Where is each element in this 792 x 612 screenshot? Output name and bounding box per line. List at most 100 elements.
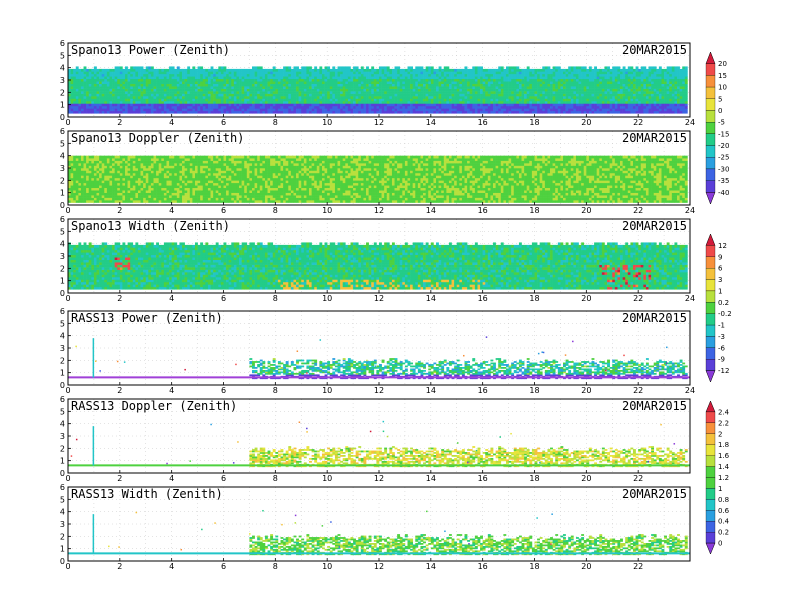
heatmap-cell xyxy=(293,71,296,74)
heatmap-cell xyxy=(102,89,105,92)
heatmap-cell xyxy=(661,111,664,114)
heatmap-cell xyxy=(304,101,307,104)
heatmap-cell xyxy=(252,76,255,79)
heatmap-cell xyxy=(366,86,369,89)
heatmap-cell xyxy=(682,89,685,92)
heatmap-cell xyxy=(107,188,110,191)
x-tick-label: 14 xyxy=(426,118,436,127)
heatmap-cell xyxy=(472,81,475,84)
heatmap-cell xyxy=(345,74,348,77)
heatmap-cell xyxy=(270,99,273,102)
heatmap-cell xyxy=(633,86,636,89)
heatmap-cell xyxy=(602,106,605,109)
heatmap-cell xyxy=(454,103,457,106)
heatmap-cell xyxy=(677,108,680,111)
heatmap-cell xyxy=(309,89,312,92)
heatmap-cell xyxy=(630,101,633,104)
heatmap-cell xyxy=(104,96,107,99)
heatmap-cell xyxy=(599,74,602,77)
heatmap-cell xyxy=(664,99,667,102)
heatmap-cell xyxy=(384,71,387,74)
heatmap-cell xyxy=(273,86,276,89)
heatmap-cell xyxy=(120,108,123,111)
heatmap-cell xyxy=(84,170,87,173)
heatmap-cell xyxy=(161,106,164,109)
heatmap-cell xyxy=(654,96,657,99)
heatmap-cell xyxy=(236,89,239,92)
heatmap-cell xyxy=(550,91,553,94)
heatmap-cell xyxy=(306,66,309,69)
heatmap-cell xyxy=(286,81,289,84)
heatmap-cell xyxy=(86,108,89,111)
heatmap-cell xyxy=(275,91,278,94)
heatmap-cell xyxy=(84,106,87,109)
heatmap-cell xyxy=(330,108,333,111)
heatmap-cell xyxy=(636,96,639,99)
heatmap-cell xyxy=(81,111,84,114)
heatmap-cell xyxy=(459,74,462,77)
heatmap-cell xyxy=(555,74,558,77)
heatmap-cell xyxy=(102,173,105,176)
heatmap-cell xyxy=(78,180,81,183)
heatmap-cell xyxy=(192,66,195,69)
heatmap-cell xyxy=(519,89,522,92)
heatmap-cell xyxy=(255,99,258,102)
heatmap-cell xyxy=(493,76,496,79)
heatmap-cell xyxy=(674,86,677,89)
heatmap-cell xyxy=(353,96,356,99)
heatmap-cell xyxy=(247,111,250,114)
heatmap-cell xyxy=(558,94,561,97)
heatmap-cell xyxy=(607,106,610,109)
heatmap-cell xyxy=(138,94,141,97)
heatmap-cell xyxy=(496,99,499,102)
heatmap-cell xyxy=(198,99,201,102)
heatmap-cell xyxy=(405,76,408,79)
heatmap-cell xyxy=(444,103,447,106)
heatmap-cell xyxy=(91,91,94,94)
heatmap-cell xyxy=(566,76,569,79)
heatmap-cell xyxy=(104,190,107,193)
heatmap-cell xyxy=(304,89,307,92)
heatmap-cell xyxy=(610,96,613,99)
heatmap-cell xyxy=(475,74,478,77)
heatmap-cell xyxy=(498,103,501,106)
heatmap-cell xyxy=(493,79,496,82)
heatmap-cell xyxy=(395,99,398,102)
heatmap-cell xyxy=(293,79,296,82)
heatmap-cell xyxy=(236,86,239,89)
heatmap-cell xyxy=(151,84,154,87)
heatmap-cell xyxy=(278,86,281,89)
heatmap-cell xyxy=(224,74,227,77)
heatmap-cell xyxy=(265,94,268,97)
heatmap-cell xyxy=(135,89,138,92)
heatmap-cell xyxy=(265,86,268,89)
heatmap-cell xyxy=(102,175,105,178)
heatmap-cell xyxy=(203,86,206,89)
heatmap-cell xyxy=(576,91,579,94)
heatmap-cell xyxy=(252,71,255,74)
heatmap-cell xyxy=(628,66,631,69)
heatmap-cell xyxy=(353,84,356,87)
heatmap-cell xyxy=(78,161,81,164)
heatmap-cell xyxy=(94,99,97,102)
heatmap-cell xyxy=(610,81,613,84)
heatmap-cell xyxy=(91,198,94,201)
heatmap-cell xyxy=(641,76,644,79)
heatmap-cell xyxy=(104,71,107,74)
heatmap-cell xyxy=(617,96,620,99)
heatmap-cell xyxy=(319,101,322,104)
heatmap-cell xyxy=(568,96,571,99)
heatmap-cell xyxy=(361,103,364,106)
heatmap-cell xyxy=(379,111,382,114)
heatmap-cell xyxy=(159,106,162,109)
heatmap-cell xyxy=(283,101,286,104)
heatmap-cell xyxy=(109,198,112,201)
heatmap-cell xyxy=(498,99,501,102)
heatmap-cell xyxy=(161,108,164,111)
heatmap-cell xyxy=(664,84,667,87)
heatmap-cell xyxy=(104,101,107,104)
heatmap-cell xyxy=(457,111,460,114)
heatmap-cell xyxy=(446,106,449,109)
heatmap-cell xyxy=(94,103,97,106)
heatmap-cell xyxy=(231,111,234,114)
